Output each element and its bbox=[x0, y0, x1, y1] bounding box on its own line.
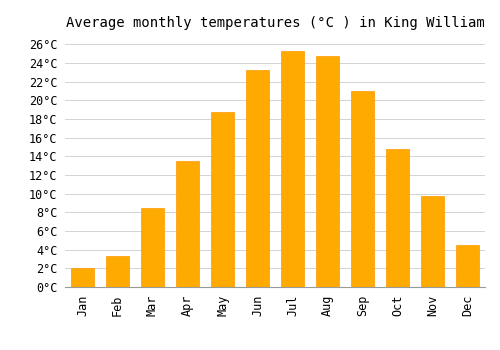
Bar bbox=[456, 245, 479, 287]
Bar bbox=[281, 51, 304, 287]
Bar bbox=[71, 268, 94, 287]
Bar bbox=[246, 70, 269, 287]
Bar bbox=[211, 112, 234, 287]
Bar bbox=[141, 208, 164, 287]
Bar bbox=[106, 256, 129, 287]
Title: Average monthly temperatures (°C ) in King William: Average monthly temperatures (°C ) in Ki… bbox=[66, 16, 484, 30]
Bar bbox=[176, 161, 199, 287]
Bar bbox=[316, 56, 339, 287]
Bar bbox=[421, 196, 444, 287]
Bar bbox=[386, 149, 409, 287]
Bar bbox=[351, 91, 374, 287]
